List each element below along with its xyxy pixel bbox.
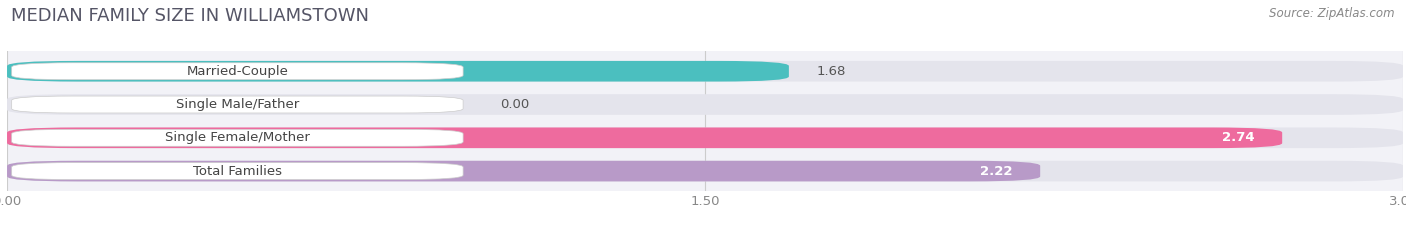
Text: Single Male/Father: Single Male/Father (176, 98, 299, 111)
Text: 0.00: 0.00 (501, 98, 530, 111)
FancyBboxPatch shape (7, 161, 1040, 182)
Text: Married-Couple: Married-Couple (187, 65, 288, 78)
Text: 2.74: 2.74 (1222, 131, 1254, 144)
Text: 1.68: 1.68 (817, 65, 846, 78)
FancyBboxPatch shape (7, 127, 1282, 148)
FancyBboxPatch shape (11, 163, 463, 180)
FancyBboxPatch shape (11, 63, 463, 80)
Text: 2.22: 2.22 (980, 164, 1012, 178)
Text: Single Female/Mother: Single Female/Mother (165, 131, 309, 144)
Text: Source: ZipAtlas.com: Source: ZipAtlas.com (1270, 7, 1395, 20)
FancyBboxPatch shape (7, 94, 1403, 115)
FancyBboxPatch shape (7, 61, 1403, 82)
FancyBboxPatch shape (11, 96, 463, 113)
FancyBboxPatch shape (7, 61, 789, 82)
FancyBboxPatch shape (7, 161, 1403, 182)
Text: MEDIAN FAMILY SIZE IN WILLIAMSTOWN: MEDIAN FAMILY SIZE IN WILLIAMSTOWN (11, 7, 370, 25)
Text: Total Families: Total Families (193, 164, 281, 178)
FancyBboxPatch shape (11, 129, 463, 146)
FancyBboxPatch shape (7, 127, 1403, 148)
